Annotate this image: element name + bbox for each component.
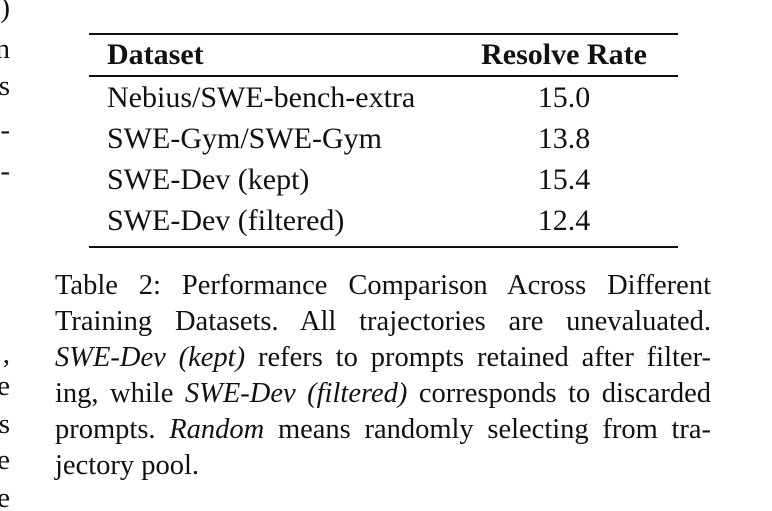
cell-resolve-rate: 15.0 xyxy=(537,80,591,114)
cell-dataset: SWE-Dev (filtered) xyxy=(107,203,345,237)
table-row: SWE-Gym/SWE-Gym 13.8 xyxy=(89,119,678,160)
caption-line: Training Datasets. All trajectories are … xyxy=(55,306,711,337)
caption-text: means randomly selecting from tra- xyxy=(264,414,712,445)
caption-line: ing, while SWE-Dev (filtered) correspond… xyxy=(55,376,711,412)
caption-emphasis: SWE-Dev (filtered) xyxy=(184,378,408,409)
cell-resolve-rate: 12.4 xyxy=(537,203,591,237)
caption-line: jectory pool. xyxy=(55,450,200,481)
edge-char: s xyxy=(0,70,10,102)
table-body: Nebius/SWE-bench-extra 15.0 SWE-Gym/SWE-… xyxy=(89,77,678,246)
edge-char: ) xyxy=(0,0,10,24)
table-row: SWE-Dev (filtered) 12.4 xyxy=(89,201,678,242)
edge-char: e xyxy=(0,370,10,402)
edge-char: e xyxy=(0,444,10,476)
cell-dataset: SWE-Gym/SWE-Gym xyxy=(107,121,382,155)
edge-char: n xyxy=(0,33,10,65)
caption-text: prompts. xyxy=(55,414,170,445)
edge-char: s xyxy=(0,408,10,440)
caption-line: SWE-Dev (kept) refers to prompts retaine… xyxy=(55,340,711,376)
cell-resolve-rate: 15.4 xyxy=(537,162,591,196)
header-dataset: Dataset xyxy=(107,38,204,71)
header-resolve-rate: Resolve Rate xyxy=(481,38,647,71)
edge-char: - xyxy=(0,114,10,146)
results-table: Dataset Resolve Rate Nebius/SWE-bench-ex… xyxy=(89,33,678,248)
table-mid-rule xyxy=(89,75,678,77)
caption-emphasis: SWE-Dev (kept) xyxy=(55,342,246,373)
cell-resolve-rate: 13.8 xyxy=(537,121,591,155)
caption-emphasis: Random xyxy=(169,414,265,445)
table-caption: Table 2: Performance Comparison Across D… xyxy=(55,268,711,484)
edge-char: - xyxy=(0,155,10,187)
edge-char: , xyxy=(2,338,10,370)
cell-dataset: Nebius/SWE-bench-extra xyxy=(107,80,416,114)
table-row: SWE-Dev (kept) 15.4 xyxy=(89,160,678,201)
table-bottom-rule xyxy=(89,245,678,248)
edge-char: e xyxy=(0,482,10,511)
table-row: Nebius/SWE-bench-extra 15.0 xyxy=(89,78,678,119)
caption-text: ing, while xyxy=(55,378,185,409)
table-header-row: Dataset Resolve Rate xyxy=(89,35,678,75)
caption-text: corresponds to discarded xyxy=(407,378,711,409)
caption-line: Table 2: Performance Comparison Across D… xyxy=(55,270,711,301)
cell-dataset: SWE-Dev (kept) xyxy=(107,162,310,196)
caption-line: prompts. Random means randomly selecting… xyxy=(55,412,711,448)
caption-text: refers to prompts retained after filter- xyxy=(245,342,711,373)
table-top-rule xyxy=(89,33,678,35)
adjacent-column-fragment: ) n s - - , e s e e xyxy=(0,0,14,511)
